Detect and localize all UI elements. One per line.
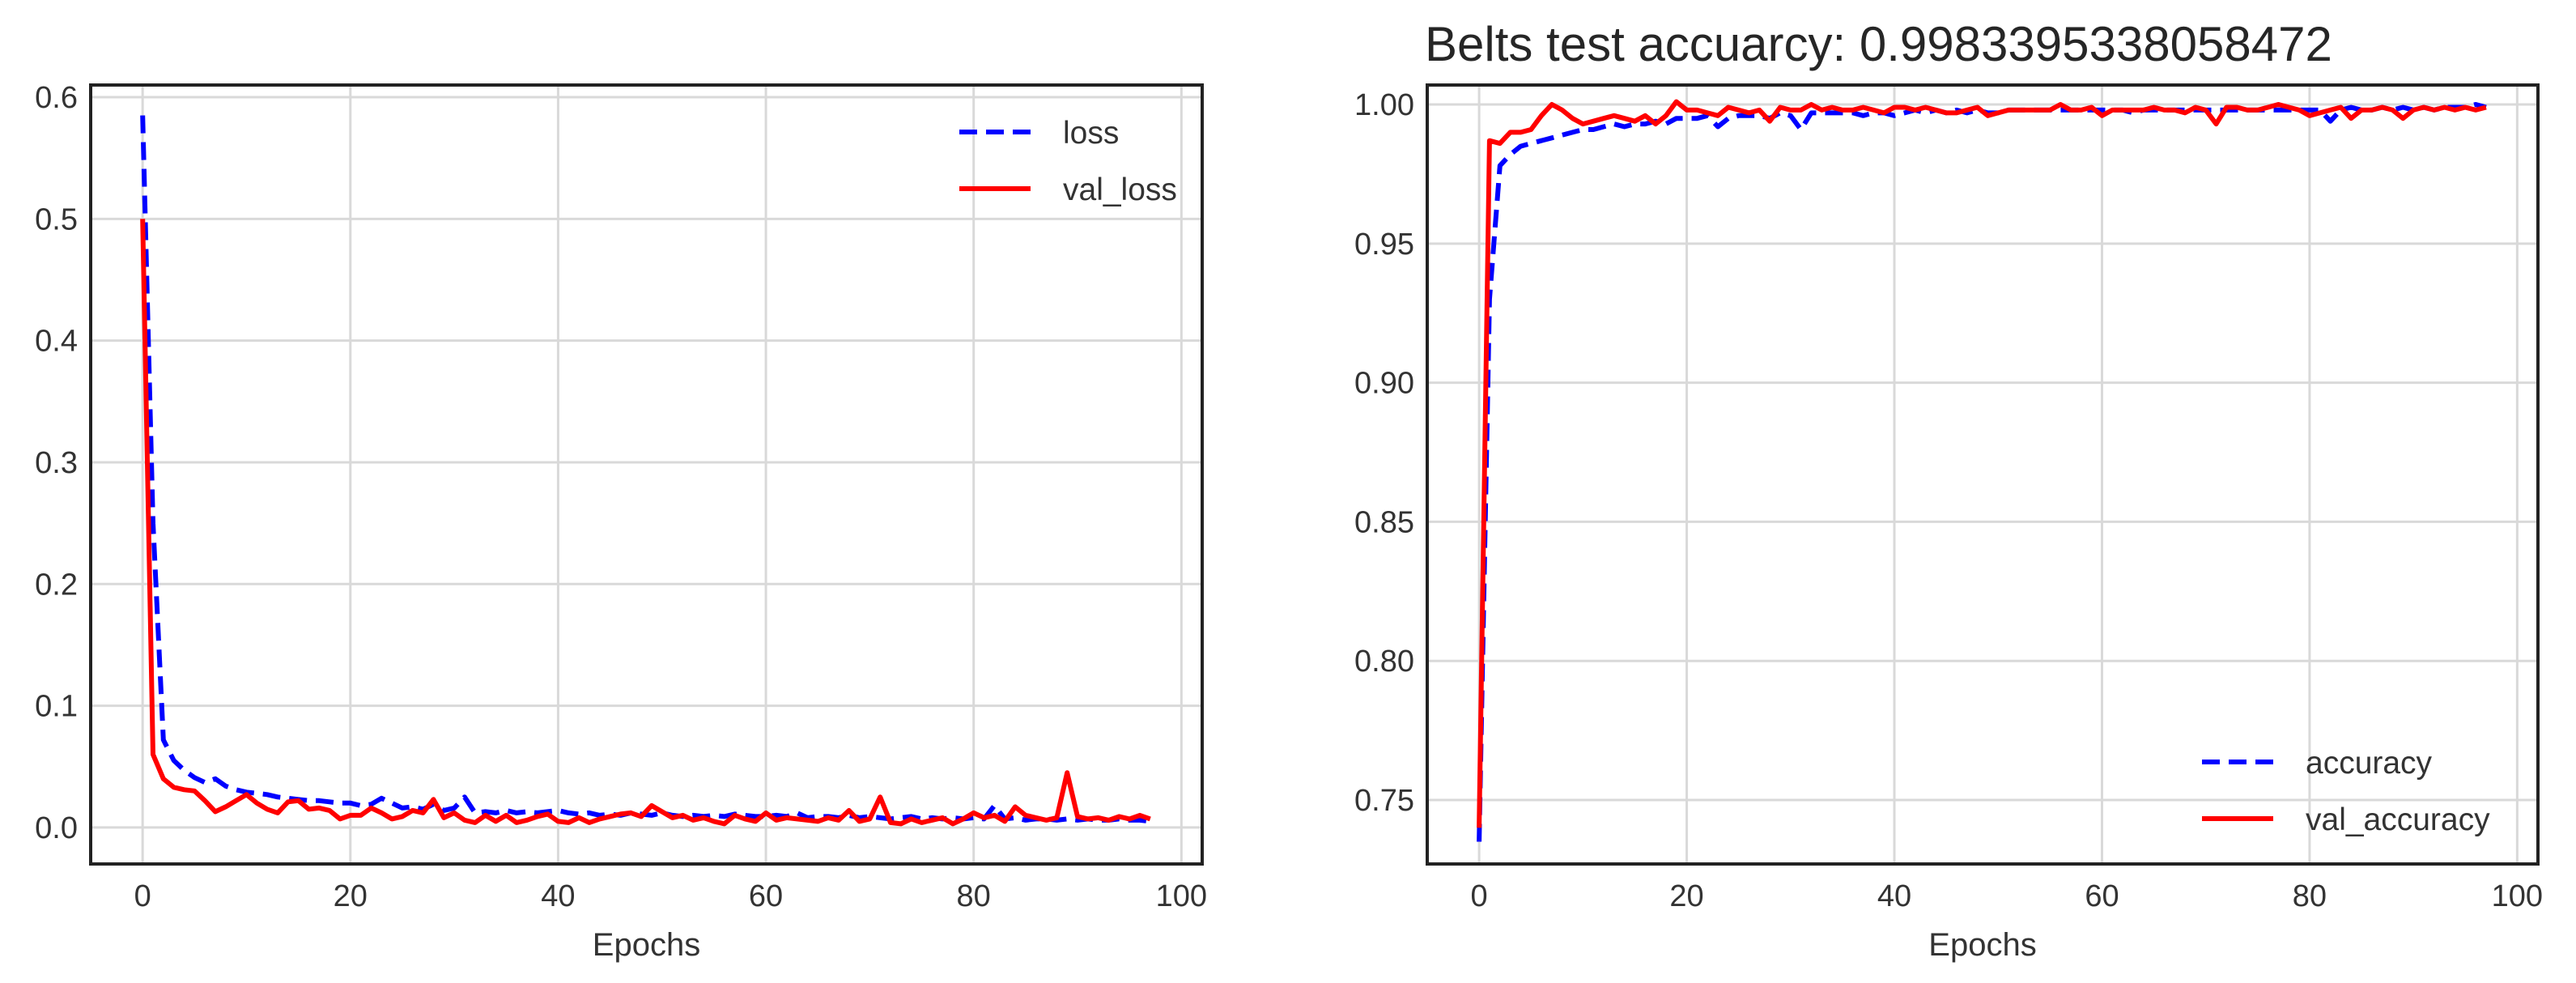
loss-chart-legend-label-val-loss: val_loss	[1063, 172, 1177, 207]
loss-chart-xtick-label: 0	[134, 879, 151, 913]
loss-chart: 0 20 40 60 80 100 0.0 0.1 0.2 0.3 0.4 0.5 0.6 Epochs l…	[35, 81, 1207, 963]
accuracy-chart-frame	[1426, 83, 2540, 866]
accuracy-chart-ytick-label: 0.95	[1354, 228, 1414, 262]
loss-chart-ytick-label: 0.2	[35, 568, 78, 602]
loss-chart-frame	[89, 83, 1204, 866]
loss-chart-legend: loss val_loss	[959, 116, 1177, 207]
loss-chart-ytick-label: 0.6	[35, 81, 78, 115]
loss-chart-ytick-label: 0.0	[35, 811, 78, 845]
accuracy-chart-xtick-label: 20	[1669, 879, 1703, 913]
accuracy-chart-ytick-label: 0.85	[1354, 505, 1414, 539]
loss-chart-xtick-label: 80	[957, 879, 991, 913]
accuracy-chart-ytick-label: 0.75	[1354, 784, 1414, 818]
accuracy-chart-ytick-label: 0.80	[1354, 645, 1414, 679]
loss-chart-xtick-label: 40	[541, 879, 575, 913]
accuracy-chart-series-accuracy	[1477, 102, 2487, 842]
accuracy-chart-xtick-label: 80	[2293, 879, 2327, 913]
accuracy-chart-legend: accuracy val_accuracy	[2202, 746, 2490, 837]
loss-chart-xlabel: Epochs	[593, 927, 700, 963]
accuracy-chart-series-val-accuracy	[1477, 99, 2487, 828]
accuracy-chart-xtick-label: 60	[2085, 879, 2119, 913]
loss-chart-ytick-label: 0.1	[35, 690, 78, 724]
loss-chart-series-val-loss	[140, 219, 1151, 827]
loss-chart-xtick-label: 20	[334, 879, 368, 913]
loss-chart-ytick-label: 0.4	[35, 325, 78, 359]
accuracy-chart-title: Belts test accuarcy: 0.9983395338058472	[1425, 17, 2332, 71]
accuracy-chart-legend-label-accuracy: accuracy	[2306, 746, 2433, 781]
accuracy-chart-ytick-label: 0.90	[1354, 367, 1414, 401]
loss-chart-xtick-label: 60	[749, 879, 783, 913]
loss-chart-ytick-label: 0.5	[35, 202, 78, 236]
loss-chart-ytick-label: 0.3	[35, 446, 78, 480]
accuracy-chart-xtick-label: 0	[1471, 879, 1488, 913]
accuracy-chart-ytick-label: 1.00	[1354, 88, 1414, 122]
loss-chart-xtick-label: 100	[1156, 879, 1207, 913]
accuracy-chart-legend-label-val-accuracy: val_accuracy	[2306, 802, 2490, 837]
loss-chart-legend-label-loss: loss	[1063, 116, 1119, 151]
accuracy-chart-xtick-label: 40	[1877, 879, 1911, 913]
loss-chart-series-loss	[140, 115, 1151, 824]
accuracy-chart: 0 20 40 60 80 100 0.75 0.80 0.85 0.90 0.95 1.00 Epoc…	[1354, 17, 2543, 963]
accuracy-chart-xlabel: Epochs	[1928, 927, 2036, 963]
accuracy-chart-xtick-label: 100	[2492, 879, 2543, 913]
